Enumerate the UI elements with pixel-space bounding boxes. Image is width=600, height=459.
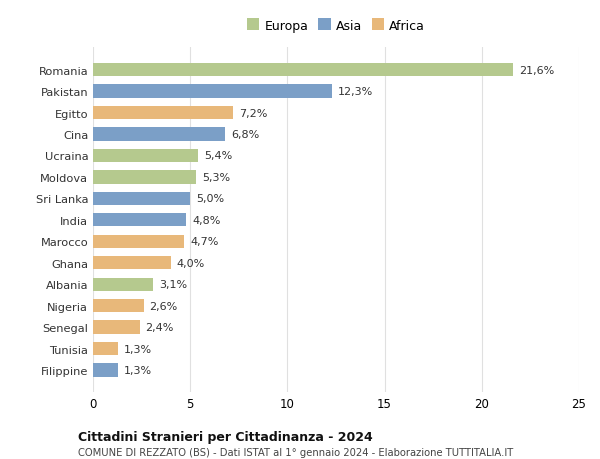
Text: 1,3%: 1,3%	[124, 365, 152, 375]
Bar	[93, 106, 233, 120]
Text: 1,3%: 1,3%	[124, 344, 152, 354]
Bar	[93, 64, 513, 77]
Bar	[93, 299, 143, 313]
Text: 2,4%: 2,4%	[145, 322, 174, 332]
Bar	[93, 235, 184, 248]
Bar	[93, 214, 187, 227]
Bar	[93, 278, 153, 291]
Text: 5,4%: 5,4%	[204, 151, 232, 161]
Bar	[93, 150, 198, 163]
Text: Cittadini Stranieri per Cittadinanza - 2024: Cittadini Stranieri per Cittadinanza - 2…	[78, 431, 373, 443]
Bar	[93, 321, 140, 334]
Text: 7,2%: 7,2%	[239, 108, 267, 118]
Text: 4,7%: 4,7%	[190, 237, 218, 247]
Legend: Europa, Asia, Africa: Europa, Asia, Africa	[243, 17, 429, 37]
Text: 6,8%: 6,8%	[231, 130, 259, 140]
Bar	[93, 128, 225, 141]
Bar	[93, 171, 196, 184]
Text: 2,6%: 2,6%	[149, 301, 178, 311]
Text: 4,0%: 4,0%	[176, 258, 205, 268]
Text: 4,8%: 4,8%	[192, 215, 221, 225]
Bar	[93, 364, 118, 377]
Bar	[93, 85, 332, 99]
Text: 5,0%: 5,0%	[196, 194, 224, 204]
Bar	[93, 192, 190, 206]
Text: 21,6%: 21,6%	[519, 66, 554, 75]
Bar	[93, 257, 171, 270]
Text: 5,3%: 5,3%	[202, 173, 230, 183]
Text: COMUNE DI REZZATO (BS) - Dati ISTAT al 1° gennaio 2024 - Elaborazione TUTTITALIA: COMUNE DI REZZATO (BS) - Dati ISTAT al 1…	[78, 448, 513, 458]
Text: 3,1%: 3,1%	[159, 280, 187, 290]
Bar	[93, 342, 118, 355]
Text: 12,3%: 12,3%	[338, 87, 373, 97]
